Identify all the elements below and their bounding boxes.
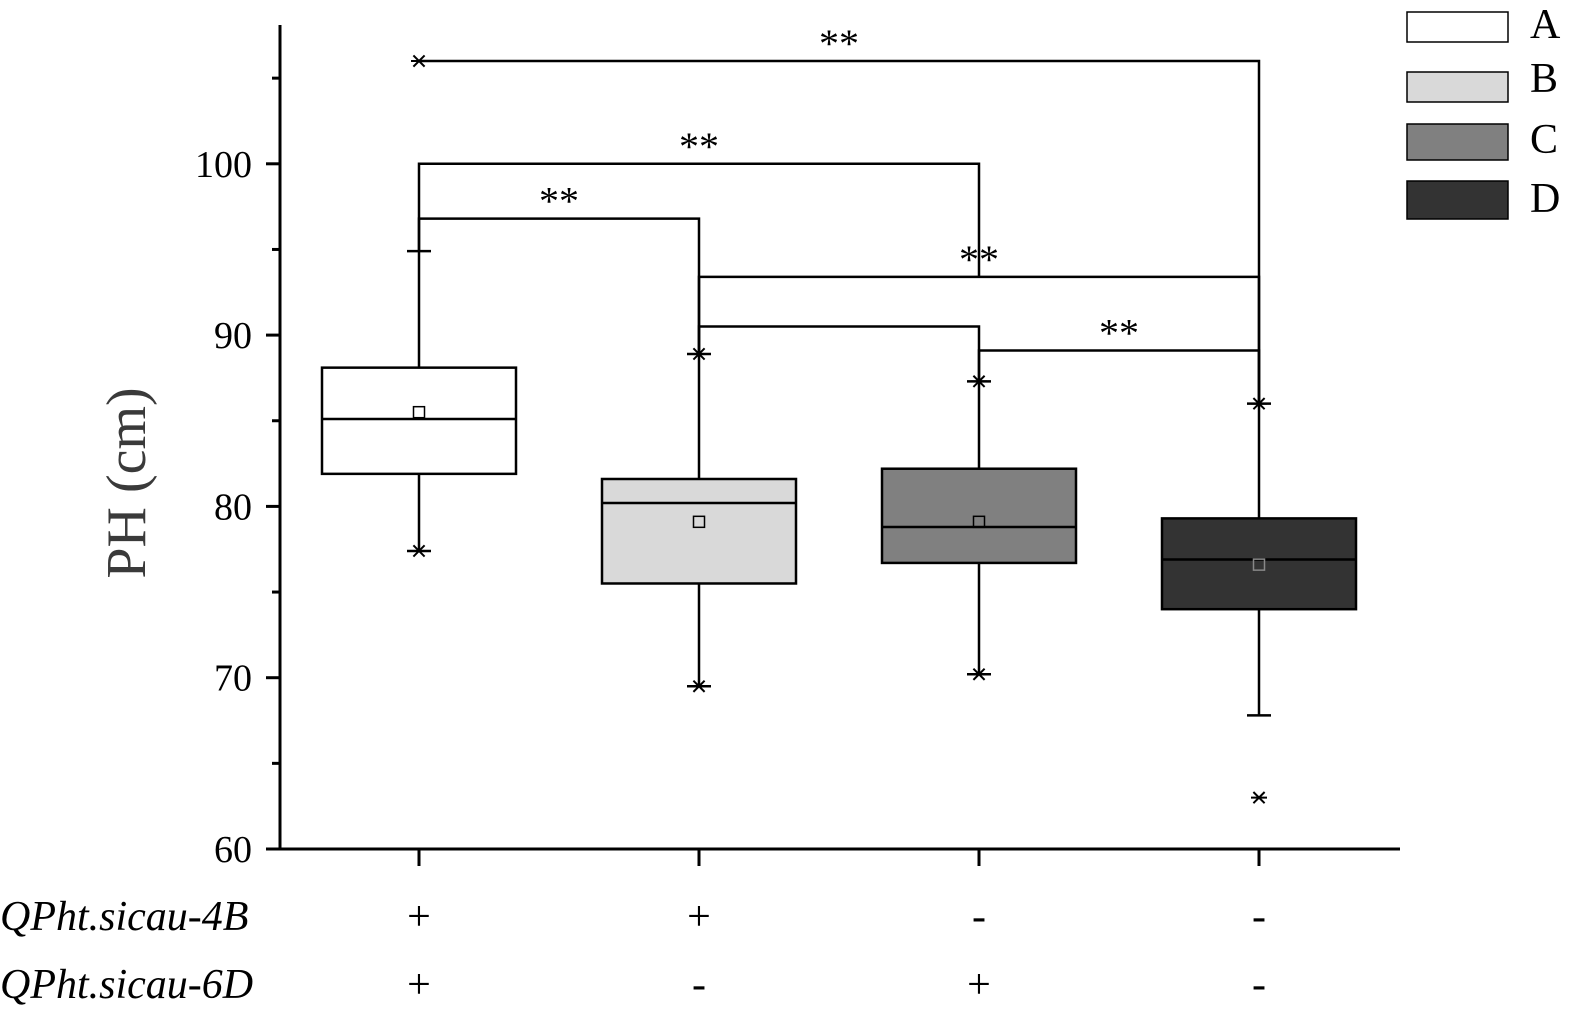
legend-label: C: [1530, 117, 1558, 163]
y-tick-label: 70: [214, 658, 252, 700]
genotype-value: -: [1252, 894, 1266, 940]
max-marker: [411, 54, 427, 68]
legend-label: D: [1530, 176, 1560, 222]
significance-brackets: ** ** ** ** **: [417, 21, 1261, 404]
mean-marker: [1252, 558, 1266, 571]
y-axis-label: PH (cm): [96, 387, 158, 578]
y-tick-label: 60: [214, 829, 252, 871]
y-tick-label: 90: [214, 315, 252, 357]
genotype-value: +: [967, 962, 991, 1008]
significance-bracket: [417, 162, 981, 277]
max-marker: [971, 375, 987, 388]
box-group-b: [600, 347, 798, 693]
mean-marker: [412, 405, 426, 419]
genotype-value: +: [407, 962, 431, 1008]
box-group-d: [1160, 397, 1358, 804]
genotype-table: QPht.sicau-4B + + - - QPht.sicau-6D + - + -: [0, 894, 1266, 1008]
min-marker: [411, 544, 427, 558]
significance-label: **: [819, 21, 859, 66]
y-tick-label: 80: [214, 486, 252, 528]
genotype-value: -: [1252, 962, 1266, 1008]
outlier-marker: [1251, 791, 1267, 804]
significance-label: **: [539, 179, 579, 224]
significance-label: **: [959, 237, 999, 282]
max-marker: [691, 347, 707, 361]
x-axis-ticks: [417, 849, 1261, 866]
legend-swatch-c: [1406, 123, 1509, 161]
y-tick-label: 100: [195, 144, 252, 186]
box-plot-series: [320, 54, 1358, 804]
significance-bracket: [417, 217, 701, 354]
min-marker: [971, 667, 987, 681]
mean-marker: [692, 515, 706, 529]
legend-swatch-b: [1406, 71, 1509, 103]
genotype-row-label: QPht.sicau-6D: [0, 962, 253, 1008]
significance-label: **: [679, 124, 719, 169]
box-group-c: [880, 375, 1078, 681]
box-iqr: [600, 477, 798, 585]
significance-bracket: [977, 349, 1261, 404]
significance-label: **: [1099, 311, 1139, 356]
legend-swatch-a: [1406, 11, 1509, 43]
axes: 60 70 80 90 100 PH (cm): [96, 25, 1400, 871]
min-marker: [691, 679, 707, 693]
y-axis-ticks: 60 70 80 90 100: [195, 76, 280, 871]
genotype-row-label: QPht.sicau-4B: [0, 894, 248, 940]
box-iqr: [320, 366, 518, 476]
genotype-value: -: [692, 962, 706, 1008]
genotype-value: +: [687, 894, 711, 940]
legend-label: B: [1530, 56, 1558, 102]
box-iqr: [1160, 517, 1358, 611]
mean-marker: [972, 515, 986, 529]
box-group-a: [320, 54, 518, 558]
genotype-value: -: [972, 894, 986, 940]
genotype-value: +: [407, 894, 431, 940]
legend-label: A: [1530, 2, 1561, 48]
significance-bracket: [697, 275, 1261, 404]
significance-bracket: [697, 325, 981, 382]
max-marker: [1251, 397, 1267, 410]
legend-swatch-d: [1406, 180, 1509, 220]
